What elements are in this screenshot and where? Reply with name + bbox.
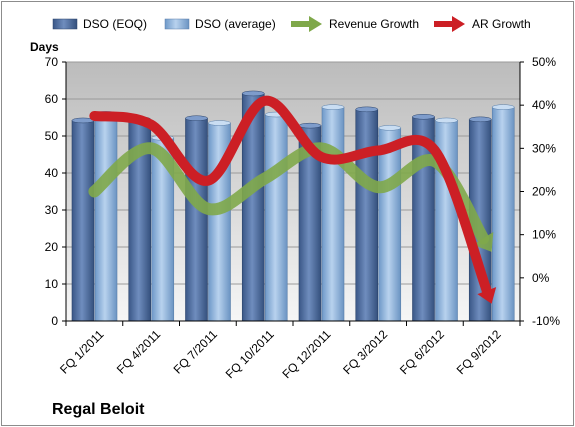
y-axis-title: Days <box>30 40 59 54</box>
legend-item-dso-average: DSO (average) <box>164 17 276 31</box>
bar-cap <box>298 122 322 129</box>
bar-cap <box>242 90 265 97</box>
x-axis-ticks: FQ 1/2011 FQ 4/2011 FQ 7/2011 FQ 10/2011 FQ … <box>57 321 521 381</box>
x-tick-label: FQ 9/2012 <box>454 327 504 377</box>
bar-dso-average <box>321 104 345 322</box>
y-axis-ticks: 0 10 20 30 40 50 60 70 <box>45 55 66 328</box>
arrowhead-ar-growth <box>477 287 497 304</box>
bar-dso-average <box>94 111 118 322</box>
arrowhead-revenue-growth <box>472 232 494 252</box>
line-revenue-growth <box>88 142 490 245</box>
x-tick-label: FQ 6/2012 <box>397 327 447 377</box>
growth-lines <box>88 95 497 304</box>
y2-tick-label: 10% <box>532 228 556 242</box>
bar-body <box>94 113 118 322</box>
y-tick-label: 70 <box>45 55 59 69</box>
line-ar-growth <box>89 95 492 296</box>
company-name: Regal Beloit <box>52 401 145 418</box>
bar-cap <box>378 125 401 131</box>
y2-tick-label: 30% <box>532 141 556 155</box>
y2-axis-ticks: -10% 0% 10% 20% 30% 40% 50% <box>520 55 560 328</box>
legend-label-dso-eoq: DSO (EOQ) <box>83 17 147 31</box>
bar-dso-eoq <box>71 117 95 322</box>
x-tick-label: FQ 10/2011 <box>223 327 277 381</box>
x-tick-label: FQ 12/2011 <box>279 327 333 381</box>
y-tick-label: 40 <box>45 166 59 180</box>
bar-cap <box>469 116 492 123</box>
bar-cap <box>435 117 458 124</box>
y-tick-label: 20 <box>45 240 59 254</box>
y-tick-label: 0 <box>51 314 58 328</box>
y-tick-label: 60 <box>45 92 59 106</box>
y2-tick-label: 20% <box>532 185 556 199</box>
bar-cap <box>321 104 345 110</box>
y2-tick-label: 0% <box>532 271 550 285</box>
bar-dso-eoq <box>185 115 208 322</box>
bar-body <box>71 120 95 322</box>
bar-cap <box>355 106 378 113</box>
bar-body <box>264 114 288 322</box>
bar-dso-average <box>491 104 515 322</box>
legend-label-ar-growth: AR Growth <box>472 17 531 31</box>
bar-cap <box>492 104 515 110</box>
x-tick-label: FQ 3/2012 <box>340 327 390 377</box>
bar-body <box>321 106 345 322</box>
red-arrow-icon <box>434 16 465 32</box>
bar-cap <box>412 114 435 120</box>
x-tick-label: FQ 4/2011 <box>114 327 164 377</box>
y-tick-label: 30 <box>45 203 59 217</box>
legend: DSO (EOQ) DSO (average) Revenue Growth A… <box>52 16 531 32</box>
bar-dso-eoq <box>355 106 379 322</box>
legend-item-revenue-growth: Revenue Growth <box>291 16 419 32</box>
legend-label-revenue-growth: Revenue Growth <box>329 17 419 31</box>
green-arrow-icon <box>291 16 322 32</box>
legend-label-dso-average: DSO (average) <box>195 17 276 31</box>
dso-average-swatch <box>164 18 190 30</box>
bar-cap <box>208 120 231 126</box>
y2-tick-label: 40% <box>532 98 556 112</box>
bar-body <box>355 109 379 322</box>
x-tick-label: FQ 7/2011 <box>171 327 221 377</box>
y-tick-label: 10 <box>45 277 59 291</box>
legend-item-ar-growth: AR Growth <box>434 16 531 32</box>
bar-body <box>378 127 402 322</box>
bar-dso-average <box>264 111 288 322</box>
y-tick-label: 50 <box>45 129 59 143</box>
dso-eoq-swatch <box>52 18 78 30</box>
y2-tick-label: 50% <box>532 55 556 69</box>
x-tick-label: FQ 1/2011 <box>57 327 107 377</box>
bar-cap <box>185 115 208 121</box>
legend-item-dso-eoq: DSO (EOQ) <box>52 17 147 31</box>
y2-tick-label: -10% <box>532 314 560 328</box>
bar-dso-eoq <box>298 122 322 322</box>
bar-body <box>185 117 208 322</box>
